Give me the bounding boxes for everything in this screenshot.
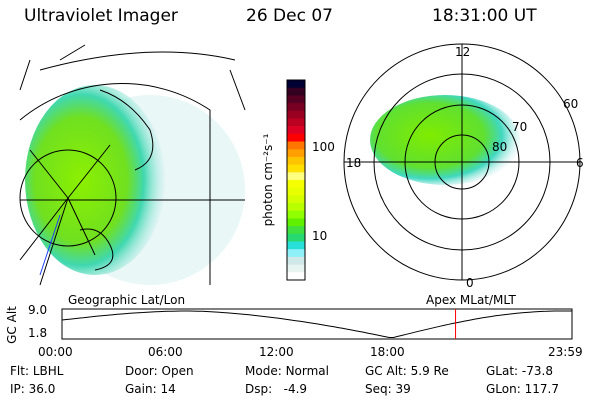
colorbar-unit-label: photon cm⁻²s⁻¹ — [261, 133, 275, 227]
colorbar-band — [287, 156, 305, 166]
colorbar-band — [287, 164, 305, 173]
status-label: Flt: — [10, 364, 29, 378]
status-value: -73.8 — [521, 364, 553, 378]
xtick-1800: 18:00 — [370, 345, 405, 359]
xtick-1200: 12:00 — [259, 345, 294, 359]
status-value: Open — [161, 364, 194, 378]
status-gcalt: GC Alt: 5.9 Re — [365, 364, 449, 378]
lat-label-60: 60 — [563, 97, 579, 111]
colorbar-band — [287, 226, 305, 235]
colorbar-band — [287, 249, 305, 258]
status-label: GLat: — [486, 364, 519, 378]
colorbar-tick-100: 100 — [312, 140, 335, 154]
status-dsp: Dsp: -4.9 — [245, 382, 307, 396]
status-value: Normal — [285, 364, 329, 378]
colorbar-band — [287, 180, 305, 189]
colorbar-band — [287, 241, 305, 250]
colorbar-band — [287, 233, 305, 243]
colorbar-band — [287, 272, 305, 281]
status-value: LBHL — [32, 364, 64, 378]
status-label: Mode: — [245, 364, 282, 378]
xtick-2359: 23:59 — [548, 345, 583, 359]
polar-mlat-mlt-plot — [343, 43, 581, 281]
geographic-map — [19, 44, 246, 286]
status-value: -4.9 — [275, 382, 308, 396]
status-label: GLon: — [486, 382, 521, 396]
date-label: 26 Dec 07 — [246, 6, 333, 26]
geographic-panel-label: Geographic Lat/Lon — [68, 293, 186, 307]
colorbar-band — [287, 126, 305, 135]
status-value: 14 — [160, 382, 176, 396]
status-mode: Mode: Normal — [245, 364, 329, 378]
status-ip: IP: 36.0 — [10, 382, 55, 396]
altitude-ylabel: GC Alt — [5, 306, 19, 344]
status-label: Door: — [125, 364, 158, 378]
status-door: Door: Open — [125, 364, 194, 378]
colorbar-band — [287, 203, 305, 212]
colorbar-band — [287, 110, 305, 119]
altitude-ytick-min: 1.8 — [28, 326, 48, 340]
colorbar-band — [287, 149, 305, 158]
status-label: Dsp: — [245, 382, 273, 396]
altitude-plot — [61, 308, 573, 340]
colorbar-band — [287, 87, 305, 96]
xtick-0600: 06:00 — [148, 345, 183, 359]
colorbar-band — [287, 118, 305, 127]
status-value: 5.9 Re — [410, 364, 449, 378]
status-value: 117.7 — [524, 382, 559, 396]
status-gain: Gain: 14 — [125, 382, 176, 396]
colorbar-band — [287, 218, 305, 227]
lat-label-80: 80 — [492, 140, 508, 154]
colorbar-band — [287, 80, 305, 89]
lat-label-70: 70 — [512, 120, 528, 134]
colorbar-band — [287, 195, 305, 204]
status-label: Gain: — [125, 382, 157, 396]
colorbar-band — [287, 256, 305, 266]
mlt-label-0: 0 — [466, 276, 474, 290]
status-label: GC Alt: — [365, 364, 407, 378]
status-seq: Seq: 39 — [365, 382, 411, 396]
status-flt: Flt: LBHL — [10, 364, 63, 378]
xtick-0000: 00:00 — [38, 345, 73, 359]
colorbar-band — [287, 103, 305, 112]
altitude-ytick-max: 9.0 — [28, 303, 48, 317]
mlt-label-6: 6 — [576, 156, 584, 170]
colorbar-tick-10: 10 — [312, 229, 328, 243]
status-label: Seq: — [365, 382, 392, 396]
colorbar-band — [287, 141, 305, 150]
colorbar-band — [287, 210, 305, 219]
colorbar — [286, 79, 306, 281]
status-value: 36.0 — [28, 382, 56, 396]
colorbar-band — [287, 95, 305, 104]
colorbar-band — [287, 172, 305, 181]
mlt-label-12: 12 — [455, 45, 471, 59]
status-value: 39 — [395, 382, 411, 396]
apex-panel-label: Apex MLat/MLT — [426, 293, 516, 307]
colorbar-band — [287, 133, 305, 143]
instrument-title: Ultraviolet Imager — [24, 6, 178, 26]
colorbar-band — [287, 264, 305, 273]
status-glon: GLon: 117.7 — [486, 382, 559, 396]
colorbar-band — [287, 187, 305, 196]
mlt-label-18: 18 — [346, 156, 362, 170]
status-glat: GLat: -73.8 — [486, 364, 553, 378]
time-label: 18:31:00 UT — [432, 6, 537, 26]
status-label: IP: — [10, 382, 25, 396]
